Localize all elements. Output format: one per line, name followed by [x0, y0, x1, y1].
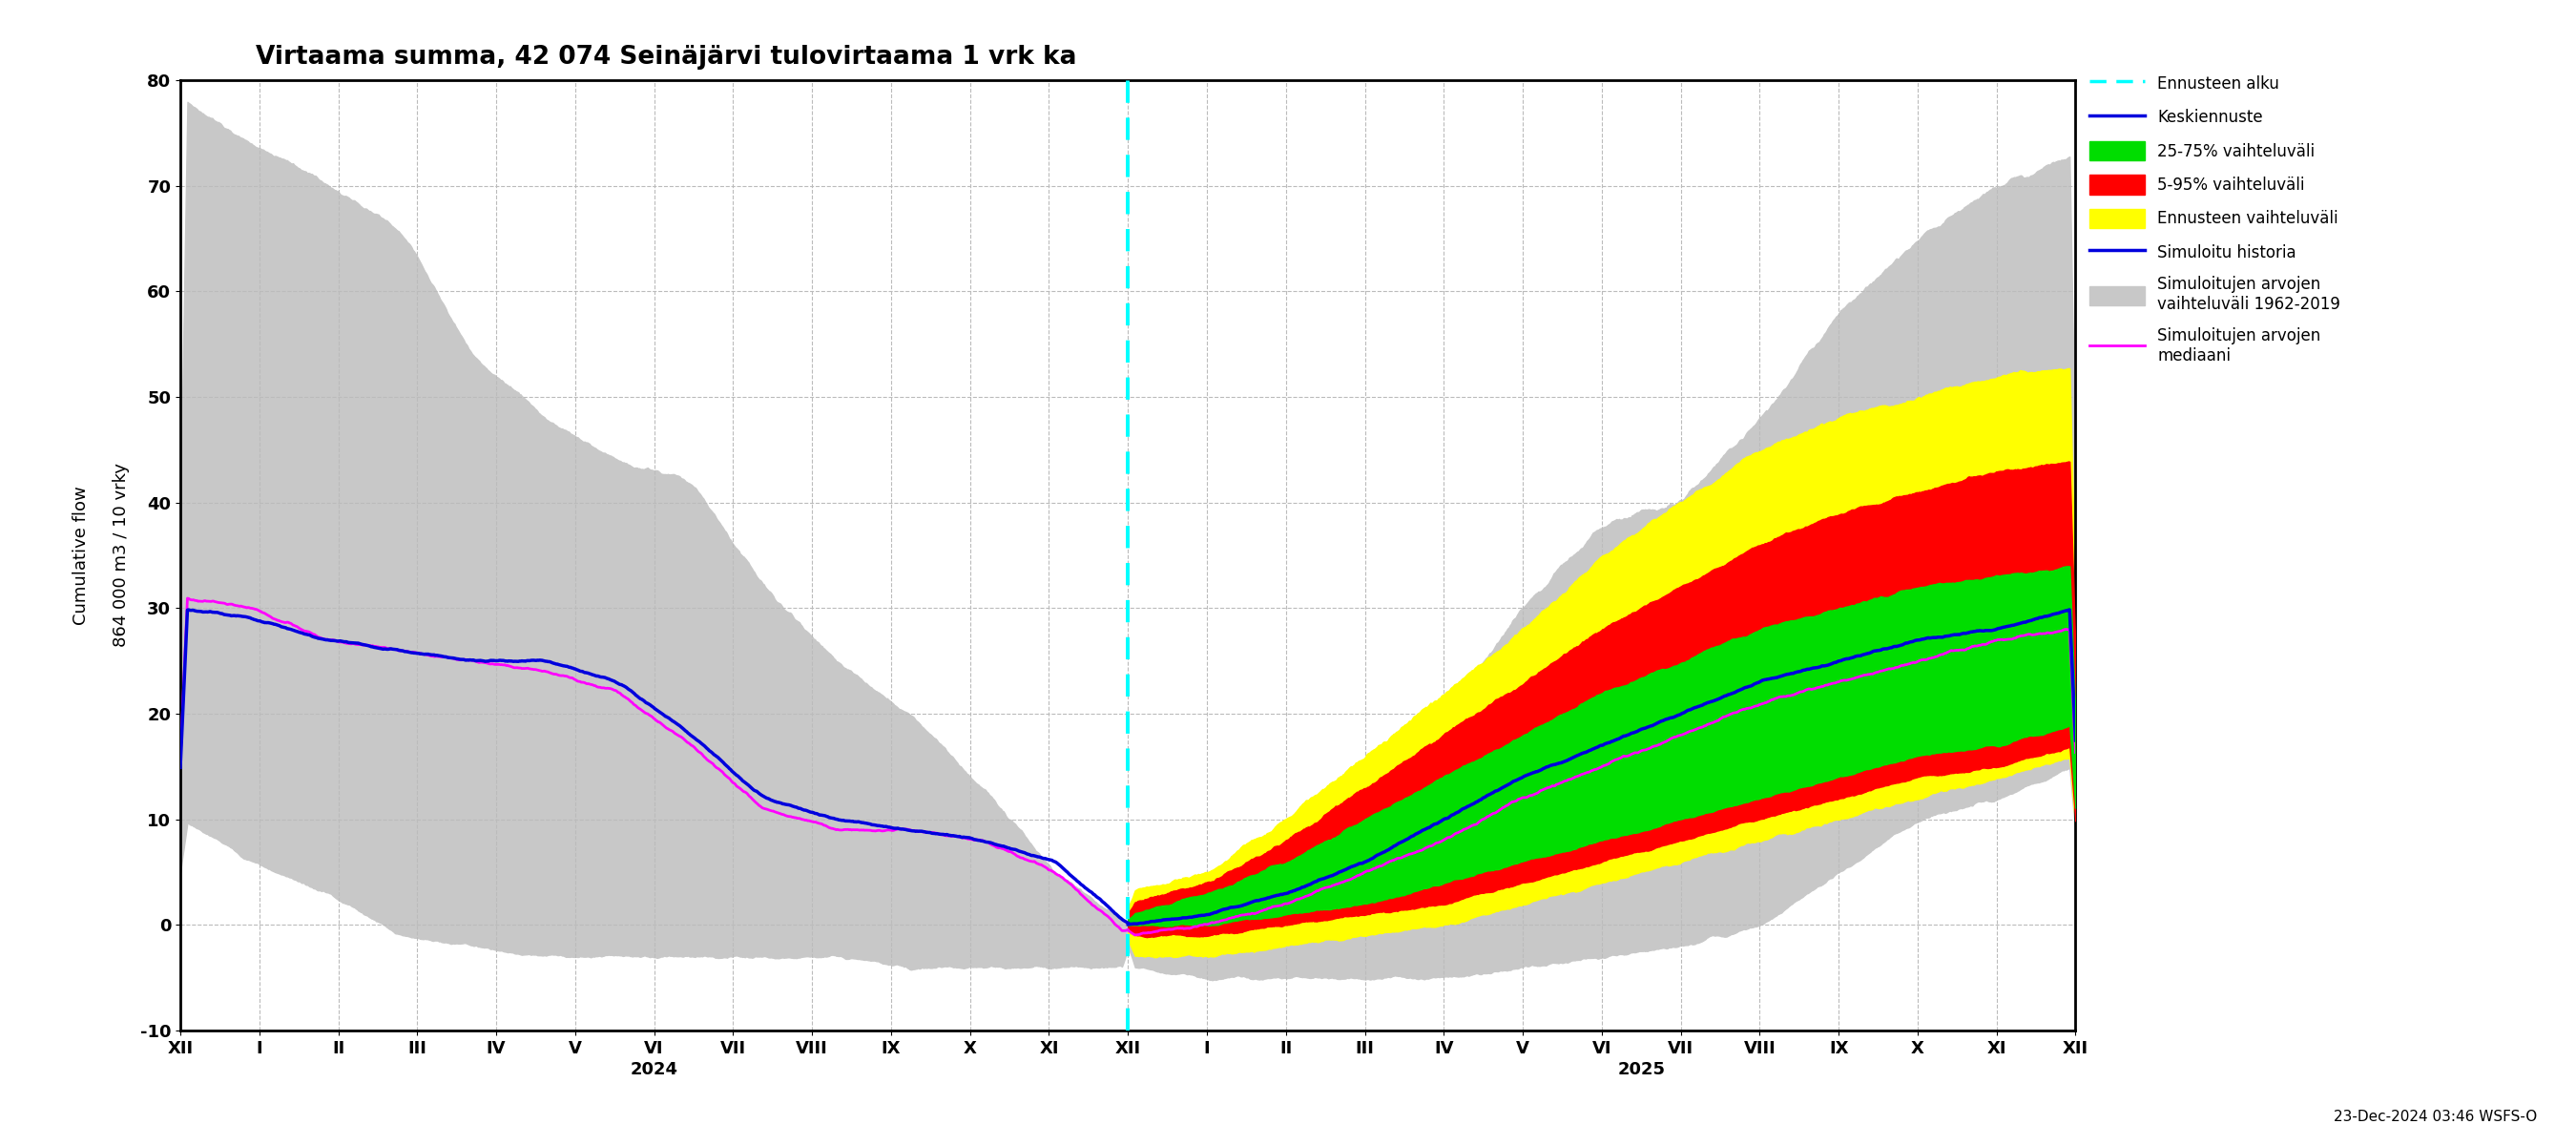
Text: 2024: 2024 [631, 1061, 677, 1079]
Text: Virtaama summa, 42 074 Seinäjärvi tulovirtaama 1 vrk ka: Virtaama summa, 42 074 Seinäjärvi tulovi… [255, 45, 1077, 70]
Legend: Ennusteen alku, Keskiennuste, 25-75% vaihteluväli, 5-95% vaihteluväli, Ennusteen: Ennusteen alku, Keskiennuste, 25-75% vai… [2084, 69, 2344, 370]
Y-axis label: Cumulative flow

864 000 m3 / 10 vrky: Cumulative flow 864 000 m3 / 10 vrky [72, 464, 129, 647]
Text: 2025: 2025 [1618, 1061, 1664, 1079]
Text: 23-Dec-2024 03:46 WSFS-O: 23-Dec-2024 03:46 WSFS-O [2334, 1111, 2537, 1124]
